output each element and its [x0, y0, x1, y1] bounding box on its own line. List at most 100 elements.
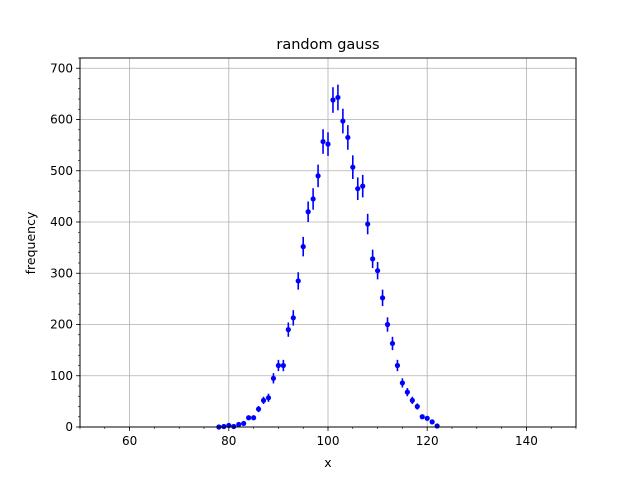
data-point	[404, 388, 410, 397]
point-marker	[360, 183, 366, 189]
point-marker	[350, 164, 356, 170]
data-point	[340, 108, 346, 134]
data-point	[414, 403, 420, 410]
y-tick-label: 100	[50, 369, 73, 383]
point-marker	[315, 173, 321, 179]
data-point	[370, 249, 376, 269]
point-marker	[335, 94, 341, 101]
point-marker	[275, 362, 281, 369]
point-marker	[280, 362, 286, 369]
point-marker	[409, 397, 415, 403]
y-tick-label: 700	[50, 61, 73, 75]
data-point	[360, 174, 366, 198]
point-marker	[375, 268, 381, 274]
data-point	[290, 310, 296, 326]
point-marker	[434, 423, 440, 429]
point-marker	[295, 278, 301, 284]
data-point	[310, 188, 316, 210]
y-tick-label: 400	[50, 215, 73, 229]
point-marker	[325, 141, 331, 147]
data-point	[325, 132, 331, 156]
data-point	[330, 87, 336, 113]
point-marker	[290, 315, 296, 321]
point-marker	[389, 340, 396, 347]
point-marker	[404, 389, 410, 395]
data-point	[320, 129, 326, 154]
point-marker	[384, 321, 391, 328]
y-tick-label: 200	[50, 318, 73, 332]
point-marker	[429, 419, 435, 425]
point-marker	[424, 415, 430, 421]
y-axis-label: frequency	[23, 211, 38, 274]
data-point	[260, 396, 267, 404]
data-point	[251, 415, 257, 421]
data-point	[394, 359, 401, 372]
point-marker	[365, 221, 371, 227]
y-tick-label: 0	[65, 420, 73, 434]
data-point	[255, 405, 262, 413]
data-point	[300, 236, 306, 257]
data-point	[419, 414, 425, 420]
data-point	[424, 415, 430, 421]
x-tick-label: 60	[122, 434, 137, 448]
point-marker	[399, 380, 405, 386]
data-point	[335, 84, 341, 111]
point-marker	[260, 397, 267, 403]
data-point	[305, 201, 311, 222]
data-point	[375, 261, 381, 280]
x-tick-label: 120	[416, 434, 439, 448]
data-point	[270, 373, 277, 384]
data-point	[221, 423, 227, 430]
x-tick-label: 80	[221, 434, 236, 448]
point-marker	[231, 423, 237, 430]
point-marker	[300, 244, 306, 250]
data-point	[355, 177, 361, 200]
y-axis: 0 100 200 300 400 500 600 700	[50, 57, 80, 434]
data-point	[295, 272, 301, 290]
data-point	[429, 419, 435, 425]
point-marker	[370, 256, 376, 262]
data-point	[409, 396, 415, 404]
point-marker	[345, 134, 351, 141]
data-point	[280, 359, 286, 372]
point-marker	[305, 209, 311, 215]
point-marker	[285, 327, 291, 333]
data-point	[265, 393, 272, 402]
point-marker	[265, 395, 272, 401]
point-marker	[355, 186, 361, 192]
data-point	[275, 359, 281, 372]
data-point	[315, 164, 321, 188]
data-point	[345, 125, 351, 150]
x-tick-label: 140	[515, 434, 538, 448]
data-point	[231, 423, 237, 430]
point-marker	[340, 118, 346, 124]
y-tick-label: 300	[50, 266, 73, 280]
point-marker	[414, 403, 420, 410]
point-marker	[246, 415, 252, 421]
point-marker	[419, 414, 425, 420]
point-marker	[330, 97, 336, 103]
data-point	[236, 421, 242, 428]
point-marker	[255, 406, 262, 412]
y-tick-label: 600	[50, 113, 73, 127]
chart-title: random gauss	[276, 37, 379, 53]
data-point	[285, 322, 291, 337]
point-marker	[270, 375, 277, 381]
point-marker	[236, 421, 242, 428]
x-tick-label: 100	[317, 434, 340, 448]
data-point	[389, 336, 396, 351]
point-marker	[310, 196, 316, 202]
point-marker	[379, 295, 386, 301]
x-axis-label: x	[324, 455, 331, 470]
data-point	[350, 155, 356, 179]
point-marker	[241, 420, 247, 427]
data-point	[434, 423, 440, 429]
data-point	[246, 415, 252, 421]
point-marker	[320, 138, 326, 145]
x-axis: 60 80 100 120 140	[79, 427, 577, 448]
data-point	[241, 420, 247, 427]
data-point	[399, 378, 405, 388]
point-marker	[394, 362, 401, 369]
y-tick-label: 500	[50, 164, 73, 178]
